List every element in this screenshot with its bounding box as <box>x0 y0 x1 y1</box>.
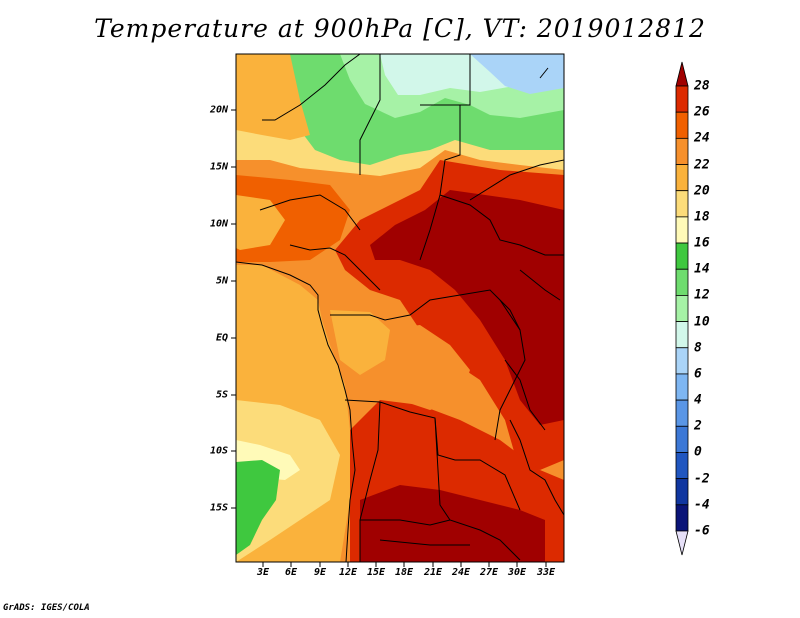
lon-label-15e: 15E <box>366 567 386 578</box>
colorbar-bottom-triangle <box>675 530 689 556</box>
colorbar-level-label: 12 <box>694 287 710 303</box>
colorbar-swatch <box>675 164 689 192</box>
colorbar <box>675 61 689 556</box>
lon-label-9e: 9E <box>313 567 327 578</box>
map-frame <box>235 53 565 563</box>
colorbar-level-label: 16 <box>694 235 710 251</box>
lat-label-20n: 20N <box>209 104 228 116</box>
colorbar-swatch <box>675 452 689 480</box>
colorbar-level-label: 2 <box>694 418 702 434</box>
colorbar-level-label: 6 <box>694 366 702 382</box>
colorbar-swatch <box>675 85 689 113</box>
colorbar-swatch <box>675 242 689 270</box>
colorbar-swatch <box>675 399 689 427</box>
lat-label-15s: 15S <box>209 502 228 514</box>
lon-label-21e: 21E <box>423 567 443 578</box>
footer-credit: GrADS: IGES/COLA <box>3 603 90 613</box>
lon-label-3e: 3E <box>256 567 270 578</box>
colorbar-top-triangle <box>675 61 689 87</box>
map-title: Temperature at 900hPa [C], VT: 201901281… <box>94 14 706 43</box>
lon-label-6e: 6E <box>284 567 298 578</box>
colorbar-level-label: -2 <box>694 471 710 487</box>
colorbar-level-label: 10 <box>694 314 710 330</box>
colorbar-swatch <box>675 321 689 349</box>
lat-label-10n: 10N <box>209 218 228 230</box>
colorbar-swatch <box>675 295 689 322</box>
colorbar-level-label: 4 <box>694 392 702 408</box>
lat-label-10s: 10S <box>209 445 228 457</box>
lon-label-33e: 33E <box>536 567 556 578</box>
lat-label-5n: 5N <box>215 275 228 287</box>
colorbar-swatch <box>675 268 689 296</box>
colorbar-swatch <box>675 504 689 532</box>
lon-label-18e: 18E <box>394 567 414 578</box>
colorbar-swatch <box>675 137 689 165</box>
lat-label-5s: 5S <box>215 389 228 401</box>
colorbar-level-label: 22 <box>694 157 710 173</box>
colorbar-swatch <box>675 373 689 401</box>
colorbar-level-label: 26 <box>694 104 710 120</box>
axis-ticks <box>231 109 547 567</box>
lon-label-12e: 12E <box>338 567 358 578</box>
temperature-field <box>236 54 564 562</box>
colorbar-swatch <box>675 478 689 506</box>
colorbar-level-label: 28 <box>694 78 710 94</box>
lon-label-24e: 24E <box>451 567 471 578</box>
colorbar-swatch <box>675 111 689 139</box>
lat-label-eq: EQ <box>215 332 228 344</box>
colorbar-level-label: -4 <box>694 497 710 513</box>
colorbar-level-label: 0 <box>694 444 702 460</box>
colorbar-level-label: -6 <box>694 523 710 539</box>
colorbar-level-label: 20 <box>694 183 710 199</box>
colorbar-swatch <box>675 425 689 453</box>
colorbar-level-label: 24 <box>694 130 710 146</box>
lon-label-30e: 30E <box>507 567 527 578</box>
colorbar-level-label: 18 <box>694 209 710 225</box>
colorbar-level-label: 14 <box>694 261 710 277</box>
colorbar-swatch <box>675 347 689 375</box>
country-borders <box>236 54 564 562</box>
colorbar-level-label: 8 <box>694 340 702 356</box>
colorbar-swatch <box>675 216 689 244</box>
lat-label-15n: 15N <box>209 161 228 173</box>
colorbar-swatch <box>675 190 689 218</box>
lon-label-27e: 27E <box>479 567 499 578</box>
